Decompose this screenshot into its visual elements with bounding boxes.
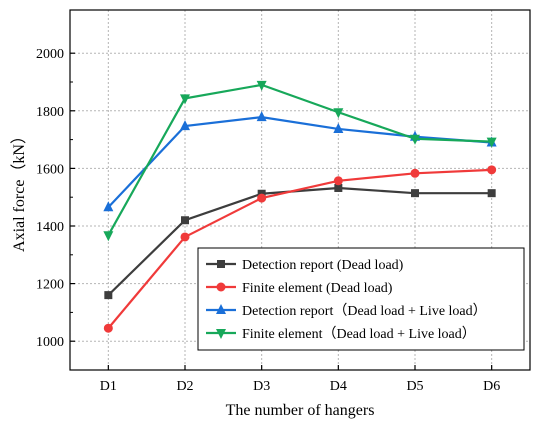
data-point: [334, 183, 343, 192]
legend-item: Finite element（Dead load + Live load）: [206, 326, 476, 342]
x-axis-title: The number of hangers: [226, 402, 375, 419]
x-tick-label: D1: [100, 379, 117, 394]
series-group: [103, 80, 497, 333]
legend-item: Detection report（Dead load + Live load）: [206, 303, 487, 319]
data-point: [181, 216, 189, 225]
series-3: [103, 111, 497, 212]
y-tick-label: 1600: [36, 162, 64, 177]
data-point: [103, 323, 113, 333]
series-4: [103, 80, 497, 242]
data-point: [487, 165, 497, 175]
legend-marker: [217, 260, 225, 268]
data-point: [256, 111, 267, 122]
y-axis-title: Axial force（kN）: [10, 128, 28, 252]
data-point: [180, 94, 190, 105]
legend-box: [197, 247, 525, 351]
legend-marker: [216, 282, 226, 292]
data-point: [333, 122, 344, 133]
x-tick-label: D5: [406, 379, 423, 394]
data-point: [103, 231, 114, 242]
data-point: [487, 189, 496, 198]
data-point: [256, 80, 267, 91]
series-line: [107, 116, 492, 209]
plot-frame: [69, 9, 531, 371]
data-point: [103, 201, 114, 212]
legend-label: Detection report（Dead load + Live load）: [242, 303, 487, 319]
legend-label: Finite element（Dead load + Live load）: [242, 326, 476, 342]
series-line: [107, 186, 492, 296]
y-tick-label: 1400: [36, 220, 64, 235]
legend-label: Finite element (Dead load): [242, 281, 393, 296]
data-point: [257, 193, 267, 203]
series-line: [107, 168, 492, 329]
legend-marker: [216, 329, 226, 339]
data-point: [411, 189, 419, 198]
series-2: [103, 165, 497, 333]
y-tick-label: 1000: [36, 335, 64, 350]
x-tick-label: D6: [483, 379, 500, 394]
data-point: [333, 108, 344, 119]
y-tick-label: 1200: [36, 278, 64, 293]
legend-label: Detection report (Dead load): [242, 258, 404, 273]
legend-item: Finite element (Dead load): [206, 281, 393, 296]
data-point: [333, 176, 343, 186]
y-tick-label: 1800: [36, 105, 64, 120]
legend: Detection report (Dead load) Finite eleme…: [197, 247, 525, 351]
x-tick-label: D3: [253, 379, 270, 394]
y-tick-label: 2000: [36, 47, 64, 62]
legend-item: Detection report (Dead load): [206, 258, 404, 273]
data-point: [180, 120, 190, 131]
data-point: [486, 137, 497, 148]
data-point: [410, 134, 420, 145]
x-tick-label: D4: [330, 379, 347, 394]
x-tick-label: D2: [176, 379, 193, 394]
data-point: [104, 291, 113, 300]
data-point: [180, 232, 190, 242]
data-point: [410, 168, 420, 178]
axes: 1000 1200 1400 1600 1800 2000 D1 D2 D3 D4 D5 D6: [36, 47, 500, 394]
series-line: [107, 83, 492, 236]
legend-marker: [216, 304, 226, 314]
